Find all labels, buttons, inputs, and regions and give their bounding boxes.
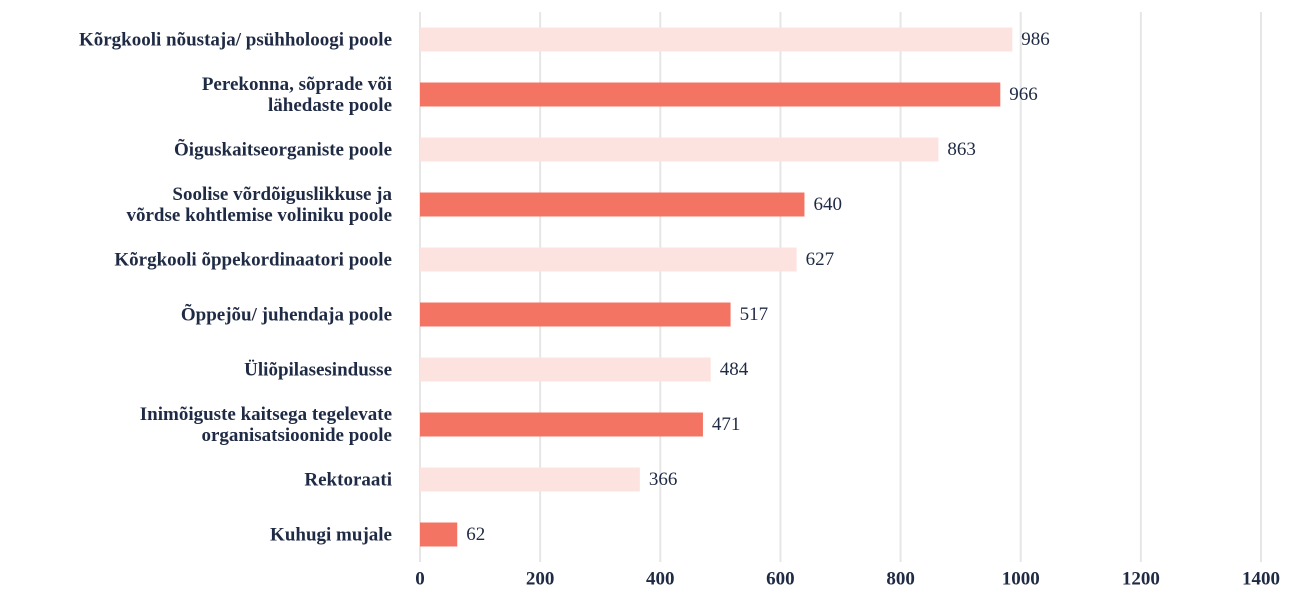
category-label: Õiguskaitseorganiste poole <box>174 139 392 160</box>
bar <box>420 82 1001 107</box>
x-tick-label: 1400 <box>1242 568 1280 589</box>
value-label: 986 <box>1021 29 1049 50</box>
value-label: 366 <box>649 469 678 490</box>
value-label: 484 <box>720 359 749 380</box>
bar <box>420 247 797 272</box>
x-tick-label: 800 <box>886 568 915 589</box>
category-label: Rektoraati <box>304 469 392 490</box>
value-label: 640 <box>813 194 842 215</box>
x-tick-label: 400 <box>646 568 675 589</box>
category-label: Perekonna, sõprade või lähedaste poole <box>201 73 392 116</box>
x-tick-label: 0 <box>415 568 425 589</box>
category-label: Kõrgkooli õppekordinaatori poole <box>114 249 392 270</box>
category-label: Kuhugi mujale <box>270 524 392 545</box>
x-tick-label: 200 <box>526 568 555 589</box>
category-label: Inimõiguste kaitsega tegelevate organisa… <box>139 403 392 446</box>
value-label: 966 <box>1009 84 1038 105</box>
bar <box>420 192 805 217</box>
bar <box>420 137 939 162</box>
bar <box>420 27 1013 52</box>
bar <box>420 467 640 492</box>
category-label: Kõrgkooli nõustaja/ psühholoogi poole <box>78 29 392 50</box>
value-label: 471 <box>712 414 741 435</box>
value-label: 517 <box>740 304 769 325</box>
x-tick-label: 1000 <box>1002 568 1040 589</box>
bar <box>420 302 731 327</box>
category-label: Soolise võrdõiguslikkuse ja võrdse kohtl… <box>126 183 393 226</box>
bar <box>420 357 711 382</box>
category-label: Õppejõu/ juhendaja poole <box>180 304 392 325</box>
x-tick-label: 600 <box>766 568 795 589</box>
value-label: 62 <box>466 524 485 545</box>
bar <box>420 522 458 547</box>
bar <box>420 412 703 437</box>
category-label: Üliõpilasesindusse <box>244 359 392 380</box>
x-tick-label: 1200 <box>1122 568 1160 589</box>
value-label: 863 <box>947 139 976 160</box>
value-label: 627 <box>806 249 835 270</box>
